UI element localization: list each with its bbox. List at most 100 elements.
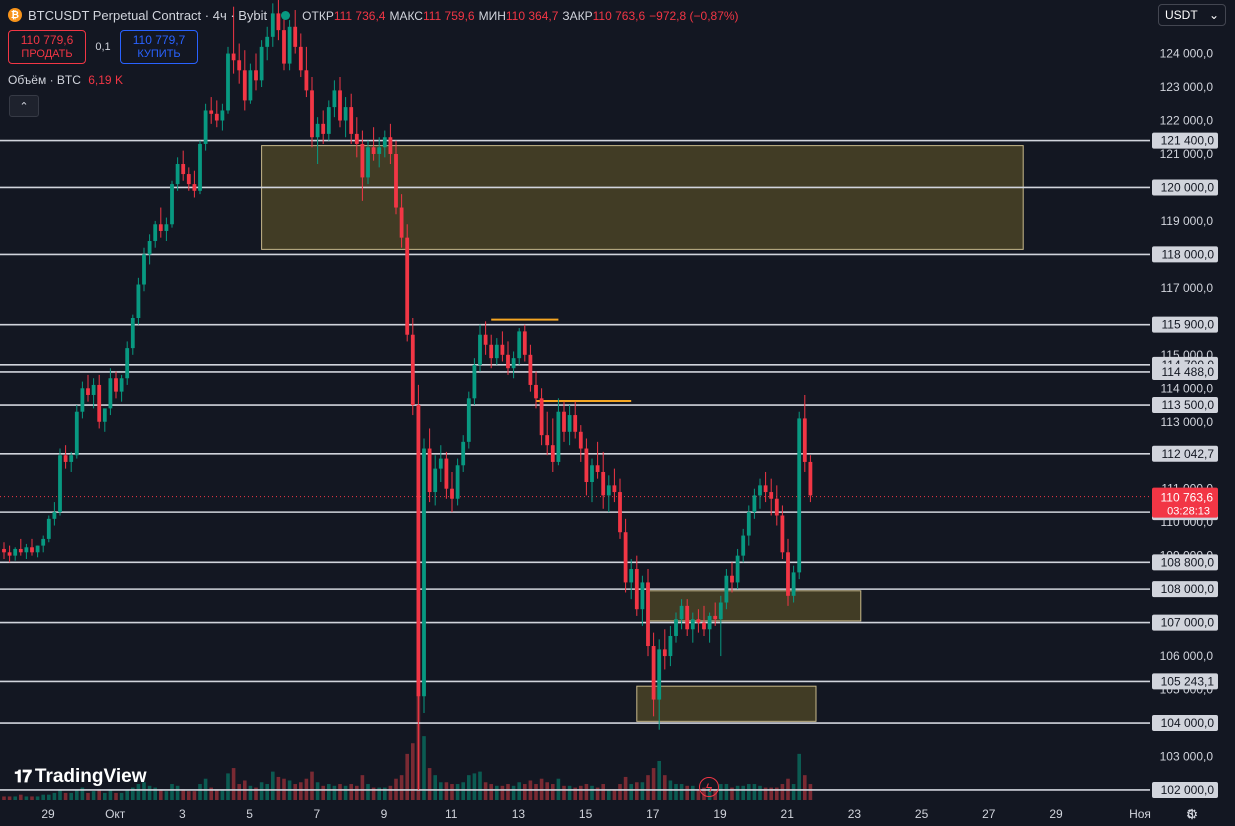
candle-body xyxy=(595,465,600,472)
volume-bar xyxy=(584,784,589,800)
candle-body xyxy=(114,378,118,392)
volume-bar xyxy=(327,784,331,800)
candle-body xyxy=(522,331,527,355)
volume-bar xyxy=(399,775,404,800)
volume-bar xyxy=(24,796,29,800)
candle-body xyxy=(450,488,454,499)
candle-body xyxy=(769,492,774,499)
volume-bar xyxy=(752,784,757,800)
time-tick-label: 5 xyxy=(246,807,253,821)
volume-bar xyxy=(192,791,197,800)
current-price-tag xyxy=(1152,487,1218,518)
candle-body xyxy=(472,364,477,399)
collapse-legend-button[interactable]: ⌃ xyxy=(9,95,39,117)
candle-body xyxy=(349,107,354,134)
volume-bar xyxy=(13,796,17,800)
level-price-label: 108 800,0 xyxy=(1161,555,1215,569)
candle-body xyxy=(808,461,813,496)
volume-bar xyxy=(310,771,314,800)
price-tick-label: 124 000,0 xyxy=(1160,47,1214,61)
gear-glyph: ⚙ xyxy=(1185,806,1199,822)
ohlc-value: 111 736,4 xyxy=(333,8,386,23)
level-price-tag xyxy=(1152,397,1218,414)
candle-body xyxy=(298,46,303,71)
volume-bar xyxy=(259,782,264,800)
candle-body xyxy=(86,388,90,395)
candle-body xyxy=(304,70,309,91)
level-price-label: 102 000,0 xyxy=(1161,783,1215,797)
candle-body xyxy=(752,495,757,513)
level-price-label: 113 500,0 xyxy=(1162,398,1215,412)
candle-body xyxy=(91,384,96,395)
candle-body xyxy=(13,548,18,556)
volume-bar xyxy=(444,782,449,800)
volume-bar xyxy=(579,785,583,800)
candle-body xyxy=(97,384,102,422)
price-tick-label: 113 000,0 xyxy=(1161,415,1214,429)
volume-bar xyxy=(377,787,381,800)
spread-value: 0,1 xyxy=(95,41,111,53)
symbol-title[interactable]: BTCUSDT Perpetual Contract · 4ч · Bybit xyxy=(28,7,268,23)
candle-body xyxy=(382,137,387,148)
volume-bar xyxy=(663,775,667,800)
candle-body xyxy=(63,455,68,462)
volume-bar xyxy=(69,792,73,800)
level-price-label: 115 900,0 xyxy=(1162,318,1215,332)
candle-body xyxy=(147,241,152,255)
volume-bar xyxy=(248,785,253,800)
time-tick-label: 3 xyxy=(179,807,186,821)
candle-body xyxy=(802,418,807,462)
volume-bar xyxy=(534,784,538,800)
candle-body xyxy=(248,70,253,101)
volume-bar xyxy=(808,784,813,800)
candle-body xyxy=(640,582,645,610)
price-tick-label: 122 000,0 xyxy=(1160,114,1214,128)
volume-bar xyxy=(371,787,376,800)
volume-bar xyxy=(780,784,785,800)
candle-body xyxy=(410,334,415,406)
time-tick-label: 17 xyxy=(646,807,660,821)
ohlc-values: ОТКР111 736,4 МАКС111 759,6 МИН110 364,7 ЗА… xyxy=(302,8,742,23)
candle-body xyxy=(562,411,566,432)
volume-bar xyxy=(640,782,645,800)
chart-header: ₿ BTCUSDT Perpetual Contract · 4ч · Bybi… xyxy=(8,6,743,24)
candle-body xyxy=(265,36,270,47)
time-tick-label: 25 xyxy=(915,807,929,821)
level-price-label: 105 243,1 xyxy=(1161,674,1215,688)
price-tick-label: 123 000,0 xyxy=(1160,80,1214,94)
ohlc-value: 110 364,7 xyxy=(505,8,559,23)
candle-body xyxy=(584,448,589,483)
time-tick-label: 29 xyxy=(1049,807,1063,821)
volume-bar xyxy=(181,789,185,800)
candle-body xyxy=(2,548,6,553)
buy-price: 110 779,7 xyxy=(132,33,186,47)
candle-body xyxy=(394,153,398,208)
candles xyxy=(2,0,813,790)
sell-button[interactable]: 110 779,6 ПРОДАТЬ xyxy=(8,30,86,64)
volume-bar xyxy=(646,775,650,800)
volume-bar xyxy=(153,787,157,800)
volume-bar xyxy=(450,784,454,800)
candle-body xyxy=(478,334,482,365)
level-price-tag xyxy=(1152,445,1218,462)
bolt-icon[interactable]: ϟ xyxy=(699,777,719,797)
tradingview-logo[interactable]: 𝟏𝟕 TradingView xyxy=(14,766,146,788)
candle-body xyxy=(718,602,723,620)
candle-body xyxy=(388,137,393,154)
candle-body xyxy=(455,465,460,499)
candle-body xyxy=(556,411,561,462)
gear-icon[interactable]: ⚙ xyxy=(1184,806,1200,822)
volume-bar xyxy=(388,785,393,800)
candle-body xyxy=(539,398,544,436)
candle-body xyxy=(125,348,130,379)
candle-body xyxy=(130,317,135,349)
level-price-tag xyxy=(1152,673,1218,690)
time-axis: 29Окт357911131517192123252729Ноя35 xyxy=(0,800,1235,826)
candle-body xyxy=(102,408,107,422)
buy-button[interactable]: 110 779,7 КУПИТЬ xyxy=(120,30,198,64)
currency-select[interactable]: USDT ⌄ xyxy=(1158,4,1226,26)
candle-body xyxy=(259,46,264,81)
volume-bar xyxy=(237,784,241,800)
level-price-label: 107 000,0 xyxy=(1161,616,1215,630)
